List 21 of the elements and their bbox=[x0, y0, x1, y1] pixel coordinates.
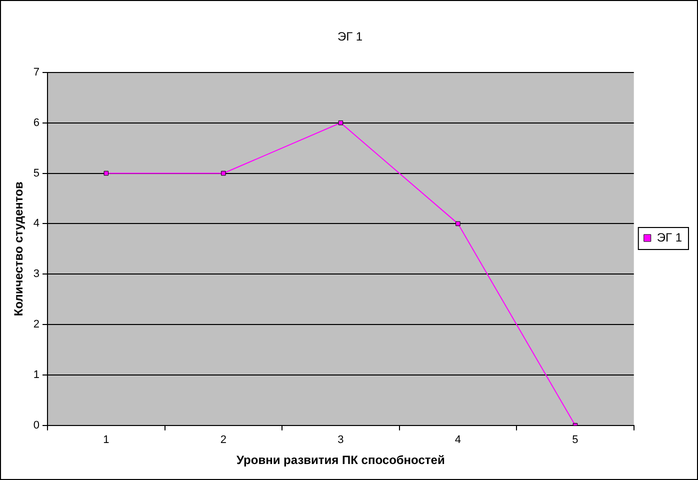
y-axis-title: Количество студентов bbox=[12, 182, 26, 316]
point bbox=[104, 170, 109, 176]
y-tick-label: 3 bbox=[33, 268, 40, 280]
y-tick-label: 2 bbox=[33, 318, 40, 331]
y-tick-label: 4 bbox=[33, 218, 40, 230]
y-tick-label: 7 bbox=[33, 66, 40, 78]
point bbox=[456, 221, 460, 226]
x-tick-label: 4 bbox=[454, 434, 462, 446]
y-tick-label: 5 bbox=[33, 167, 40, 180]
y-tick-label: 6 bbox=[33, 116, 40, 129]
chart-title: ЭГ 1 bbox=[337, 30, 363, 44]
y-tick-label: 0 bbox=[33, 419, 40, 432]
legend-label: ЭГ 1 bbox=[656, 230, 682, 244]
x-tick-label: 1 bbox=[103, 434, 110, 446]
point bbox=[338, 120, 344, 126]
x-tick-label: 3 bbox=[338, 434, 344, 446]
point bbox=[221, 170, 226, 176]
x-axis-title: Уровни развития ПК способностей bbox=[236, 453, 445, 468]
x-tick-label: 5 bbox=[572, 434, 578, 446]
x-tick-label: 2 bbox=[220, 434, 226, 446]
y-tick-label: 1 bbox=[33, 369, 40, 382]
